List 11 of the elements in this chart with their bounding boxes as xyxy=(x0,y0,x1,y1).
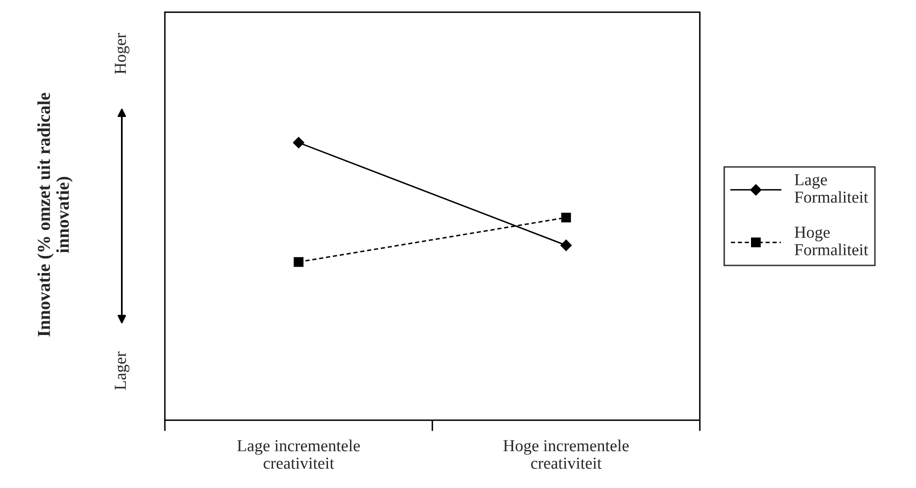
text: Hoger xyxy=(114,33,130,74)
point xyxy=(560,240,572,251)
point xyxy=(561,212,571,222)
legend-label: Lage Formaliteit xyxy=(794,174,868,203)
legend-label: Hoge Formaliteit xyxy=(794,226,868,256)
point xyxy=(293,137,304,148)
point xyxy=(294,257,304,267)
x-tick-label: Hoge incrementele creativiteit xyxy=(503,440,629,469)
text: Lager xyxy=(114,352,130,390)
text: Innovatie (% omzet uit radicale innovatie) xyxy=(37,92,73,336)
x-tick-label: Lage incrementele creativiteit xyxy=(237,440,360,469)
